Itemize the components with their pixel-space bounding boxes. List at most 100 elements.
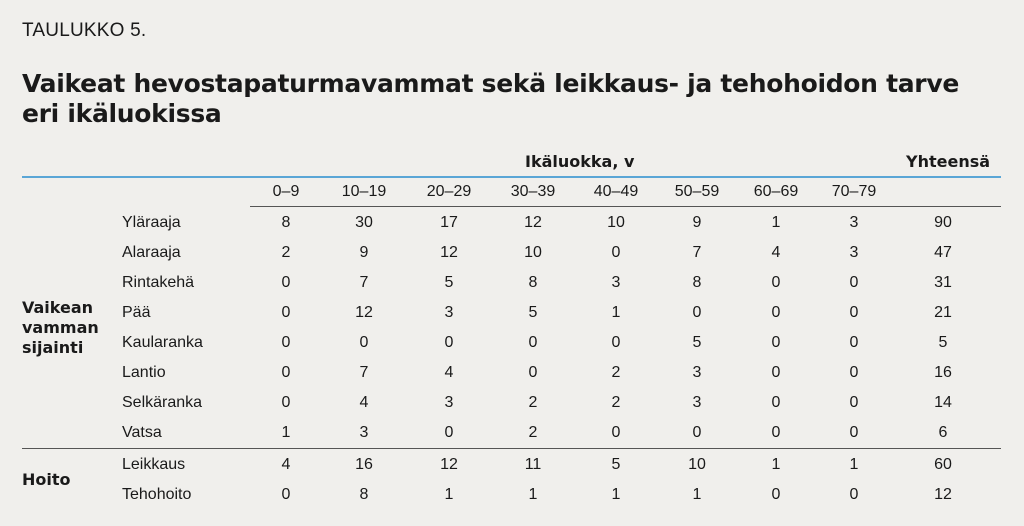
table-cell: 1 — [611, 486, 621, 503]
table-cell: 11 — [524, 456, 542, 473]
table-cell: 0 — [281, 394, 291, 411]
table-cell: 3 — [849, 244, 859, 261]
table-cell: 5 — [528, 304, 538, 321]
table-cell: 0 — [611, 424, 621, 441]
table-cell: 0 — [771, 486, 781, 503]
table-cell: 1 — [849, 456, 859, 473]
row-label: Yläraaja — [122, 214, 181, 231]
table-cell: 2 — [528, 424, 538, 441]
table-cell: 3 — [849, 214, 859, 231]
total-cell: 31 — [934, 274, 952, 291]
table-cell: 7 — [692, 244, 702, 261]
group-label: Hoito — [22, 470, 71, 490]
table-cell: 0 — [771, 394, 781, 411]
table-cell: 2 — [528, 394, 538, 411]
table-cell: 8 — [528, 274, 538, 291]
column-header: 70–79 — [831, 183, 877, 200]
table-cell: 1 — [444, 486, 454, 503]
table-cell: 0 — [611, 244, 621, 261]
group-divider — [22, 448, 1001, 449]
table-cell: 10 — [524, 244, 542, 261]
table-cell: 10 — [688, 456, 706, 473]
table-cell: 1 — [528, 486, 538, 503]
total-cell: 21 — [934, 304, 952, 321]
row-label: Pää — [122, 304, 151, 321]
column-header: 10–19 — [341, 183, 387, 200]
table-cell: 3 — [444, 304, 454, 321]
table-cell: 0 — [528, 364, 538, 381]
table-cell: 4 — [771, 244, 781, 261]
table-cell: 4 — [281, 456, 291, 473]
table-cell: 2 — [281, 244, 291, 261]
table-label: TAULUKKO 5. — [22, 20, 147, 41]
table-cell: 3 — [692, 364, 702, 381]
table-cell: 17 — [440, 214, 458, 231]
table-cell: 0 — [359, 334, 369, 351]
table-cell: 0 — [444, 424, 454, 441]
table-cell: 1 — [281, 424, 291, 441]
table-cell: 0 — [849, 304, 859, 321]
group-label-line: Hoito — [22, 470, 71, 489]
table-cell: 5 — [692, 334, 702, 351]
table-cell: 0 — [771, 274, 781, 291]
group-label: Vaikean vamman sijainti — [22, 298, 99, 358]
header-divider — [22, 176, 1001, 178]
table-cell: 0 — [444, 334, 454, 351]
table-cell: 4 — [444, 364, 454, 381]
table-cell: 0 — [849, 334, 859, 351]
table-cell: 0 — [771, 364, 781, 381]
table-cell: 9 — [359, 244, 369, 261]
table-cell: 12 — [440, 244, 458, 261]
table-cell: 7 — [359, 364, 369, 381]
table-cell: 2 — [611, 364, 621, 381]
table-cell: 8 — [692, 274, 702, 291]
table-cell: 1 — [771, 456, 781, 473]
group-label-line: sijainti — [22, 338, 84, 357]
total-cell: 12 — [934, 486, 952, 503]
group-label-line: vamman — [22, 318, 99, 337]
total-cell: 14 — [934, 394, 952, 411]
group-label-line: Vaikean — [22, 298, 94, 317]
table-cell: 12 — [524, 214, 542, 231]
table-cell: 0 — [771, 304, 781, 321]
row-label: Leikkaus — [122, 456, 186, 473]
table-cell: 3 — [611, 274, 621, 291]
table-cell: 0 — [281, 364, 291, 381]
table-cell: 0 — [849, 364, 859, 381]
column-header: 30–39 — [510, 183, 556, 200]
table-cell: 5 — [444, 274, 454, 291]
table-cell: 0 — [771, 424, 781, 441]
table-cell: 3 — [359, 424, 369, 441]
page-title: Vaikeat hevostapaturmavammat sekä leikka… — [22, 69, 959, 128]
column-header-divider — [250, 206, 1001, 207]
row-label: Vatsa — [122, 424, 162, 441]
table-cell: 5 — [611, 456, 621, 473]
table-cell: 12 — [440, 456, 458, 473]
table-cell: 0 — [849, 394, 859, 411]
table-cell: 30 — [355, 214, 373, 231]
table-cell: 0 — [692, 424, 702, 441]
total-cell: 16 — [934, 364, 952, 381]
column-header: 40–49 — [593, 183, 639, 200]
row-label: Selkäranka — [122, 394, 203, 411]
total-cell: 90 — [934, 214, 952, 231]
table-cell: 0 — [611, 334, 621, 351]
total-cell: 60 — [934, 456, 952, 473]
table-cell: 0 — [849, 486, 859, 503]
column-header: 20–29 — [426, 183, 472, 200]
total-cell: 5 — [938, 334, 948, 351]
table-cell: 1 — [692, 486, 702, 503]
table-cell: 0 — [281, 304, 291, 321]
row-label: Kaularanka — [122, 334, 203, 351]
column-header: 0–9 — [272, 183, 300, 200]
table-cell: 0 — [849, 274, 859, 291]
column-header: 50–59 — [674, 183, 720, 200]
table-cell: 0 — [692, 304, 702, 321]
table-cell: 0 — [528, 334, 538, 351]
total-cell: 47 — [934, 244, 952, 261]
table-cell: 3 — [444, 394, 454, 411]
table-cell: 0 — [281, 486, 291, 503]
table-cell: 8 — [359, 486, 369, 503]
table-cell: 1 — [771, 214, 781, 231]
row-label: Tehohoito — [122, 486, 192, 503]
